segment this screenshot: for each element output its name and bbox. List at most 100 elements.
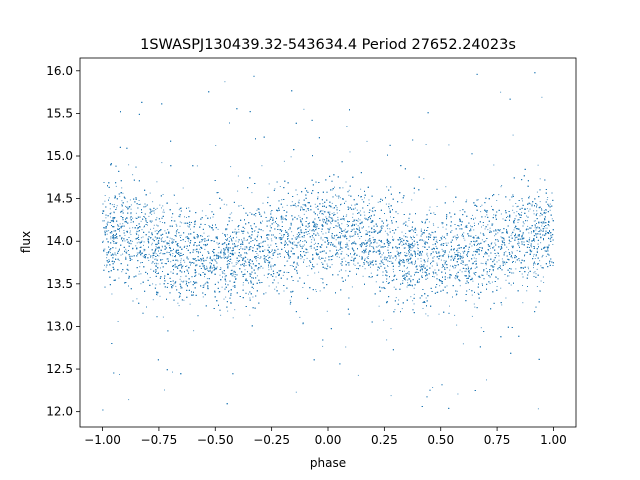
data-point (345, 200, 347, 202)
data-point (501, 258, 503, 260)
data-point (130, 221, 132, 223)
data-point (418, 254, 420, 256)
data-point (108, 230, 110, 232)
data-point (533, 253, 535, 255)
data-point (427, 261, 429, 263)
data-point (539, 201, 541, 203)
data-point (411, 285, 413, 287)
data-point (414, 272, 416, 274)
data-point (177, 302, 179, 304)
data-point (260, 242, 262, 244)
data-point (172, 371, 173, 373)
data-point (232, 265, 234, 267)
data-point (389, 261, 390, 262)
data-point (316, 226, 318, 228)
data-point (231, 275, 233, 277)
data-point (392, 236, 393, 238)
data-point (219, 252, 221, 254)
data-point (219, 274, 221, 276)
data-point (333, 245, 334, 247)
data-point (512, 134, 514, 136)
data-point (339, 197, 341, 199)
data-point (156, 181, 158, 183)
data-point (412, 235, 414, 237)
data-point (436, 262, 438, 264)
data-point (410, 249, 412, 251)
data-point (104, 227, 105, 229)
data-point (206, 256, 208, 258)
data-point (430, 254, 432, 256)
data-point (130, 208, 132, 210)
data-point (208, 225, 210, 226)
data-point (427, 257, 429, 259)
data-point (474, 217, 476, 219)
data-point (381, 225, 383, 226)
data-point (236, 260, 238, 262)
data-point (485, 264, 487, 266)
data-point (367, 256, 369, 257)
data-point (422, 246, 424, 248)
data-point (369, 242, 371, 244)
data-point (549, 209, 551, 211)
data-point (216, 258, 218, 260)
data-point (533, 210, 535, 212)
data-point (368, 203, 370, 205)
data-point (320, 236, 322, 238)
data-point (179, 216, 181, 218)
data-point (406, 252, 408, 254)
data-point (342, 247, 344, 249)
data-point (297, 201, 299, 203)
data-point (207, 235, 208, 237)
data-point (291, 291, 293, 293)
data-point (130, 204, 132, 206)
data-point (224, 273, 226, 275)
data-point (448, 257, 449, 259)
data-point (409, 247, 411, 249)
data-point (486, 379, 487, 381)
data-point (403, 274, 405, 276)
data-point (357, 374, 359, 376)
data-point (288, 240, 290, 242)
data-point (231, 250, 233, 252)
data-point (302, 207, 303, 209)
data-point (326, 310, 328, 312)
data-point (230, 166, 232, 168)
data-point (381, 262, 383, 264)
data-point (335, 239, 337, 241)
data-point (113, 243, 115, 244)
data-point (499, 230, 501, 232)
data-point (187, 240, 189, 242)
data-point (110, 216, 111, 218)
data-point (104, 230, 105, 232)
data-point (441, 223, 443, 225)
data-point (243, 257, 245, 259)
data-point (362, 275, 364, 277)
data-point (226, 261, 228, 263)
data-point (535, 229, 537, 231)
data-point (105, 217, 107, 219)
data-point (214, 249, 216, 250)
data-point (423, 259, 425, 261)
data-point (496, 252, 498, 254)
data-point (407, 266, 408, 268)
data-point (450, 259, 452, 261)
data-point (401, 202, 403, 203)
data-point (265, 292, 267, 294)
data-point (523, 223, 525, 225)
data-point (242, 284, 244, 286)
data-point (303, 259, 305, 261)
data-point (326, 263, 328, 265)
data-point (270, 244, 272, 246)
data-point (179, 225, 181, 227)
data-point (368, 231, 370, 233)
data-point (174, 263, 176, 265)
data-point (440, 259, 442, 261)
data-point (485, 240, 487, 242)
data-point (359, 219, 361, 221)
data-point (162, 222, 163, 223)
data-point (286, 231, 288, 233)
data-point (217, 243, 219, 245)
data-point (533, 272, 535, 274)
data-point (128, 207, 130, 209)
data-point (159, 204, 161, 206)
